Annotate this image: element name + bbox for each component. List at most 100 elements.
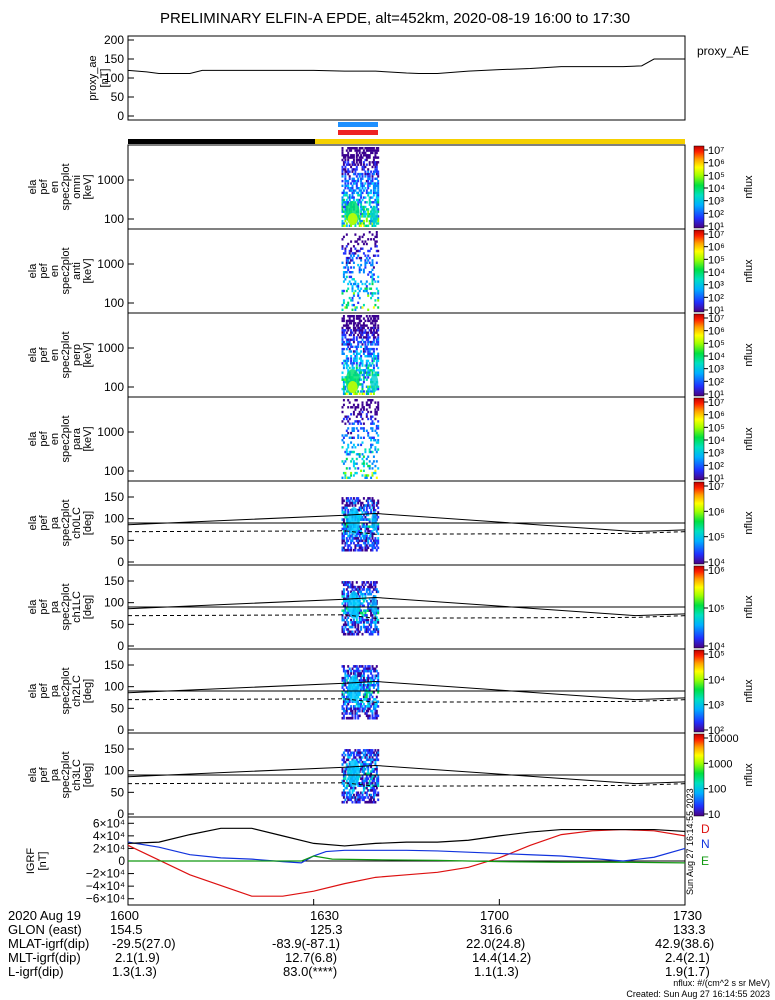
panel-pa_spec_ch2: 0 50 100 150 ela pef pa spec2plot ch2LC [deg] 10² 1… bbox=[27, 648, 755, 737]
created-stamp: Created: Sun Aug 27 16:14:55 2023 bbox=[626, 989, 770, 999]
colorbar-label-en_spec_omni: nflux bbox=[743, 175, 755, 199]
colorbar-tick-label-en_spec_para-0: 10¹ bbox=[708, 473, 724, 485]
colorbar-label-en_spec_perp: nflux bbox=[743, 343, 755, 367]
ephemeris-row-glon-1: 125.3 bbox=[310, 922, 343, 937]
colorbar-tick-label-en_spec_anti-1: 10² bbox=[708, 292, 724, 304]
ylabel-en_spec_perp-3: spec2plot bbox=[60, 331, 72, 378]
ylabel-pa_spec_ch0-3: spec2plot bbox=[60, 499, 72, 546]
ylabel-pa_spec_ch1-5: [deg] bbox=[82, 595, 94, 619]
colorbar-tick-label-pa_spec_ch1-2: 10⁶ bbox=[708, 565, 725, 577]
ylabel-pa_spec_ch3-3: spec2plot bbox=[60, 751, 72, 798]
igrf-ytick-label-5: −4×10⁴ bbox=[86, 879, 125, 893]
colorbar-tick-label-pa_spec_ch3-0: 10 bbox=[708, 809, 720, 821]
ylabel-pa_spec_ch3-4: ch3LC bbox=[71, 759, 83, 791]
ephemeris-row-mlt-label: MLT-igrf(dip) bbox=[8, 950, 81, 965]
ylabel-en_spec_perp-5: [keV] bbox=[82, 342, 94, 367]
ylabel-en_spec_anti-1: pef bbox=[38, 262, 50, 278]
ephemeris-row-mlat-1: -83.9(-87.1) bbox=[272, 936, 340, 951]
ylabel-en_spec_perp-0: ela bbox=[27, 347, 39, 363]
ylabel-pa_spec_ch0-4: ch0LC bbox=[71, 507, 83, 539]
colorbar-tick-label-pa_spec_ch1-0: 10⁴ bbox=[708, 641, 725, 653]
proxy-ae-ytick-label-2: 100 bbox=[104, 71, 124, 85]
colorbar-tick-label-en_spec_perp-1: 10² bbox=[708, 376, 724, 388]
sunlight-bar bbox=[315, 139, 685, 144]
colorbar-tick-label-en_spec_perp-0: 10¹ bbox=[708, 389, 724, 401]
igrf-legend-D: D bbox=[701, 822, 710, 836]
ytick-label-pa_spec_ch0-2: 100 bbox=[104, 512, 124, 526]
colorbar-tick-label-pa_spec_ch3-1: 100 bbox=[708, 784, 726, 796]
burst-core-pa_spec_ch1 bbox=[347, 591, 360, 619]
side-stamp: Sun Aug 27 16:14:55 2023 bbox=[685, 788, 695, 895]
burst-core-b-pa_spec_ch0 bbox=[371, 511, 378, 531]
ylabel-pa_spec_ch1-4: ch1LC bbox=[71, 591, 83, 623]
science-zone-bar-red bbox=[338, 130, 378, 135]
ylabel-pa_spec_ch0-0: ela bbox=[27, 515, 39, 531]
colorbar-label-en_spec_anti: nflux bbox=[743, 259, 755, 283]
colorbar-tick-label-pa_spec_ch2-1: 10³ bbox=[708, 700, 724, 712]
colorbar-tick-label-en_spec_para-5: 10⁶ bbox=[708, 410, 725, 422]
ylabel-en_spec_omni-5: [keV] bbox=[82, 174, 94, 199]
ytick-label-pa_spec_ch3-0: 0 bbox=[117, 807, 124, 821]
ylabel-pa_spec_ch2-1: pef bbox=[38, 682, 50, 698]
proxy-ae-panel: 0 50 100 150 200 proxy_ae [nT] proxy_AE bbox=[87, 33, 749, 123]
ylabel-pa_spec_ch0-2: pa bbox=[49, 516, 61, 529]
colorbar-tick-label-pa_spec_ch2-3: 10⁵ bbox=[708, 649, 725, 661]
ylabel-en_spec_perp-2: en bbox=[49, 349, 61, 361]
proxy-ae-ytick-label-1: 50 bbox=[111, 90, 125, 104]
igrf-series-line-D bbox=[127, 828, 686, 897]
colorbar-tick-label-en_spec_anti-6: 10⁷ bbox=[708, 229, 724, 241]
colorbar-tick-label-en_spec_anti-0: 10¹ bbox=[708, 305, 724, 317]
ylabel-pa_spec_ch0-1: pef bbox=[38, 514, 50, 530]
ylabel-en_spec_para-1: pef bbox=[38, 430, 50, 446]
panel-frame-en_spec_perp bbox=[127, 312, 686, 398]
ephemeris-row-mlat-3: 42.9(38.6) bbox=[655, 936, 714, 951]
igrf-ytick-label-1: 4×10⁴ bbox=[93, 829, 125, 843]
loss-cone-line-pa_spec_ch1 bbox=[127, 596, 686, 617]
ylabel-en_spec_omni-1: pef bbox=[38, 178, 50, 194]
ephemeris-row-date-1: 1630 bbox=[310, 908, 339, 923]
colorbar-en_spec_perp bbox=[693, 313, 705, 397]
ylabel-pa_spec_ch2-4: ch2LC bbox=[71, 675, 83, 707]
ylabel-en_spec_anti-0: ela bbox=[27, 263, 39, 279]
igrf-ylabel-0: IGRF bbox=[25, 848, 37, 875]
ylabel-pa_spec_ch1-3: spec2plot bbox=[60, 583, 72, 630]
colorbar-tick-label-pa_spec_ch0-2: 10⁶ bbox=[708, 506, 725, 518]
ylabel-en_spec_anti-2: en bbox=[49, 265, 61, 277]
ytick-label-pa_spec_ch3-2: 100 bbox=[104, 764, 124, 778]
colorbar-tick-label-pa_spec_ch3-2: 1000 bbox=[708, 758, 732, 770]
ytick-label-pa_spec_ch2-3: 150 bbox=[104, 658, 124, 672]
ephemeris-row-mlt-3: 2.4(2.1) bbox=[665, 950, 710, 965]
ylabel-en_spec_anti-4: anti bbox=[71, 262, 83, 280]
colorbar-label-en_spec_para: nflux bbox=[743, 427, 755, 451]
colorbar-tick-label-en_spec_omni-3: 10⁴ bbox=[708, 183, 725, 195]
panel-pa_spec_ch1: 0 50 100 150 ela pef pa spec2plot ch1LC [deg] 10⁴ 1… bbox=[27, 564, 755, 653]
ephemeris-row-mlat-0: -29.5(27.0) bbox=[112, 936, 176, 951]
proxy-ae-ytick-label-3: 150 bbox=[104, 52, 124, 66]
panel-frame-en_spec_omni bbox=[127, 144, 686, 230]
ytick-label-pa_spec_ch0-0: 0 bbox=[117, 555, 124, 569]
colorbar-label-pa_spec_ch2: nflux bbox=[743, 679, 755, 703]
burst-core-pa_spec_ch0 bbox=[347, 507, 360, 535]
ephemeris-row-glon-3: 133.3 bbox=[673, 922, 706, 937]
colorbar-tick-label-pa_spec_ch1-1: 10⁵ bbox=[708, 603, 725, 615]
ylabel-en_spec_para-2: en bbox=[49, 433, 61, 445]
ytick-label-pa_spec_ch0-1: 50 bbox=[111, 533, 125, 547]
colorbar-tick-label-pa_spec_ch0-3: 10⁷ bbox=[708, 481, 724, 493]
colorbar-en_spec_anti bbox=[693, 229, 705, 313]
colorbar-label-pa_spec_ch1: nflux bbox=[743, 595, 755, 619]
ylabel-pa_spec_ch3-2: pa bbox=[49, 768, 61, 781]
ephemeris-row-date-2: 1700 bbox=[480, 908, 509, 923]
ytick-label-en_spec_perp-0: 1000 bbox=[97, 341, 124, 355]
colorbar-tick-label-en_spec_omni-1: 10² bbox=[708, 208, 724, 220]
colorbar-tick-label-en_spec_omni-5: 10⁶ bbox=[708, 158, 725, 170]
burst-core-b-en_spec_omni bbox=[370, 206, 379, 224]
ytick-label-en_spec_anti-1: 100 bbox=[104, 296, 124, 310]
colorbar-tick-label-en_spec_omni-6: 10⁷ bbox=[708, 145, 724, 157]
ytick-label-en_spec_para-1: 100 bbox=[104, 464, 124, 478]
igrf-ytick-label-6: −6×10⁴ bbox=[86, 892, 125, 906]
shadow-bar bbox=[128, 139, 315, 144]
plot-title: PRELIMINARY ELFIN-A EPDE, alt=452km, 202… bbox=[160, 10, 630, 27]
